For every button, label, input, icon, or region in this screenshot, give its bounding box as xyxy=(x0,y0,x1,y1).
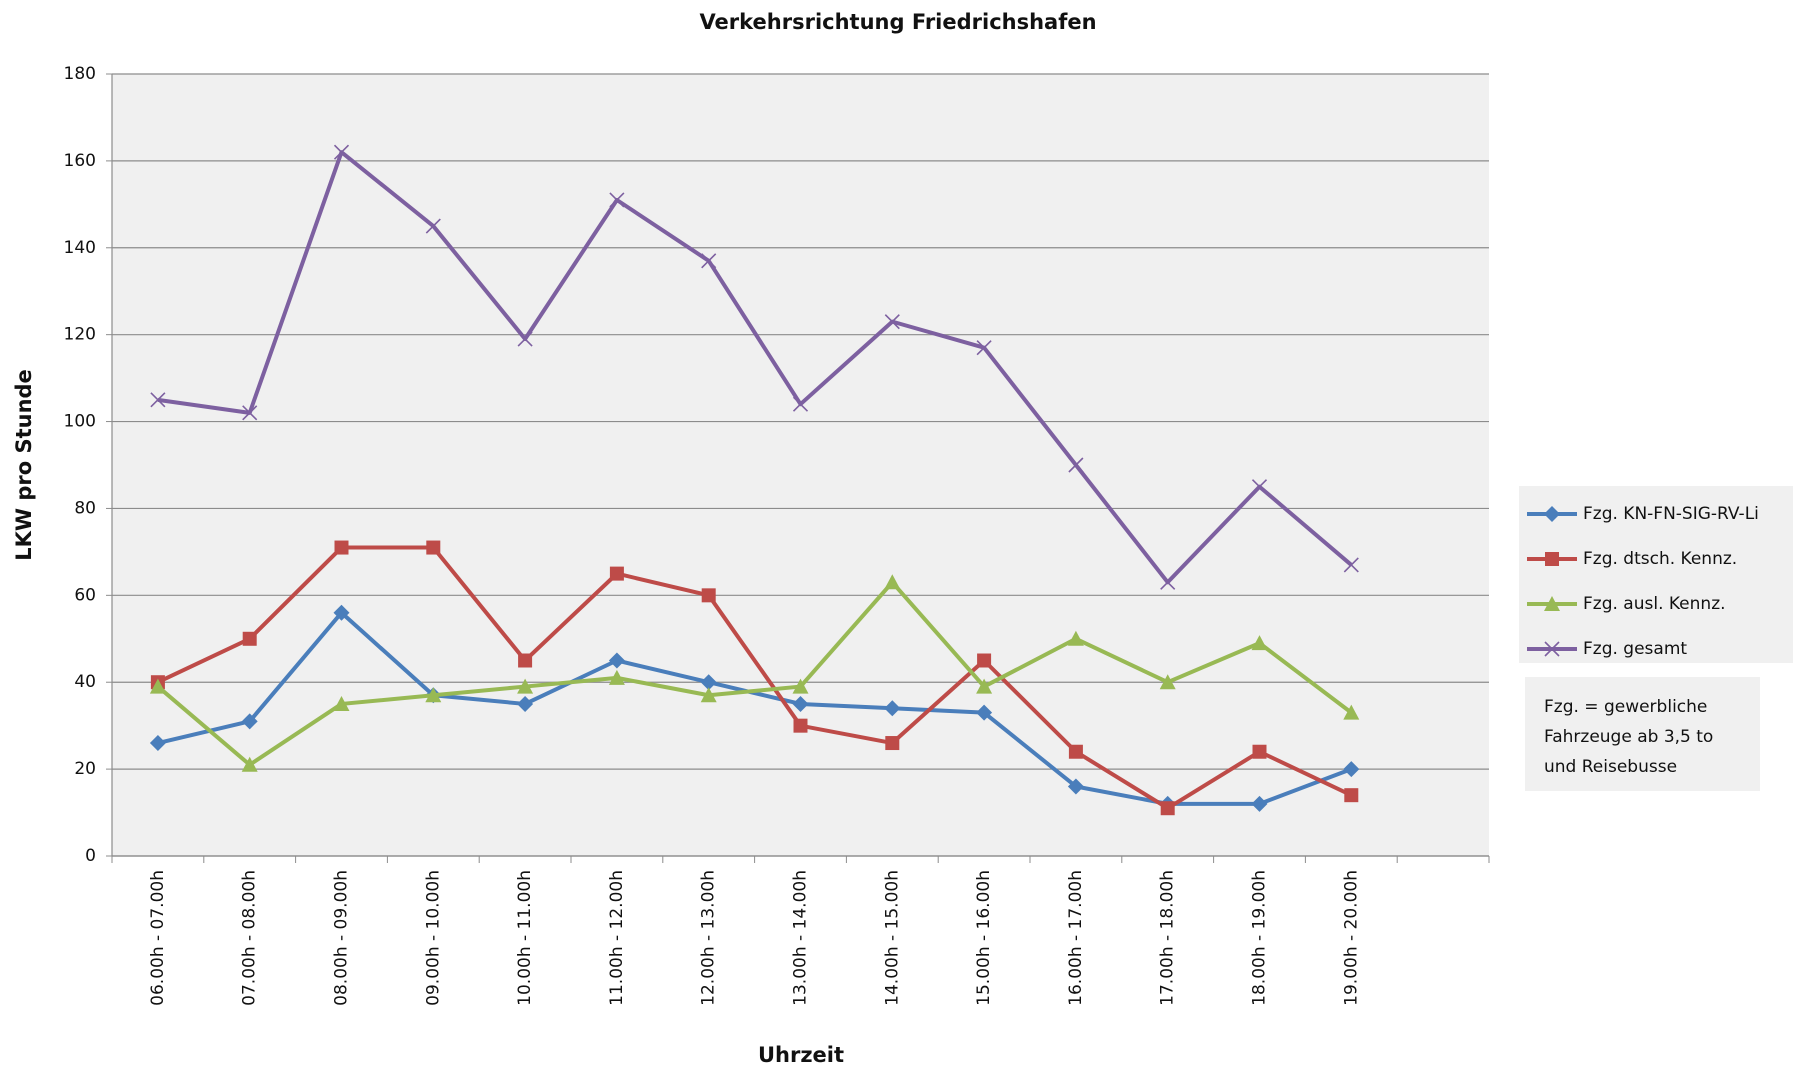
legend-label: Fzg. KN-FN-SIG-RV-Li xyxy=(1583,504,1759,524)
data-point xyxy=(1251,635,1268,651)
series-line xyxy=(157,545,1353,811)
data-point xyxy=(1343,704,1360,720)
x-tick-label: 19.00h - 20.00h xyxy=(1341,870,1361,1006)
x-tick-label: 17.00h - 18.00h xyxy=(1158,870,1178,1006)
data-point xyxy=(977,653,992,668)
data-point xyxy=(885,736,900,751)
data-point xyxy=(150,392,166,408)
note-text: Fahrzeuge ab 3,5 to xyxy=(1544,727,1713,747)
data-point xyxy=(701,588,716,603)
x-axis-label: Uhrzeit xyxy=(758,1043,844,1067)
series-line xyxy=(157,150,1353,585)
plot-area xyxy=(112,74,1489,856)
data-point xyxy=(242,405,258,421)
x-tick-label: 07.00h - 08.00h xyxy=(240,870,260,1006)
y-tick-label: 40 xyxy=(74,672,96,692)
y-tick-label: 20 xyxy=(74,759,96,779)
data-point xyxy=(1159,674,1176,690)
data-point xyxy=(976,340,992,356)
data-point xyxy=(333,604,350,621)
data-point xyxy=(334,540,349,555)
data-point xyxy=(609,192,625,208)
legend-marker xyxy=(1544,506,1560,522)
x-tick-label: 11.00h - 12.00h xyxy=(607,870,627,1006)
data-point xyxy=(1343,557,1359,573)
data-point xyxy=(608,652,625,669)
legend-marker xyxy=(1544,641,1560,657)
data-point xyxy=(700,674,717,691)
legend-label: Fzg. gesamt xyxy=(1583,639,1687,659)
data-point xyxy=(793,718,808,733)
data-point xyxy=(517,331,533,347)
note-text: und Reisebusse xyxy=(1544,757,1677,777)
x-tick-label: 10.00h - 11.00h xyxy=(515,870,535,1006)
data-point xyxy=(1067,778,1084,795)
x-tick-label: 06.00h - 07.00h xyxy=(148,870,168,1006)
data-point xyxy=(608,669,625,685)
x-tick-label: 13.00h - 14.00h xyxy=(791,870,811,1006)
data-point xyxy=(609,566,624,581)
data-point xyxy=(1344,788,1359,803)
data-point xyxy=(1160,574,1176,590)
data-point xyxy=(884,314,900,330)
data-point xyxy=(1160,801,1175,816)
chart-title: Verkehrsrichtung Friedrichshafen xyxy=(699,10,1096,34)
series-line xyxy=(156,580,1353,767)
data-point xyxy=(700,687,717,703)
data-point xyxy=(242,631,257,646)
data-point xyxy=(1068,744,1083,759)
y-tick-label: 160 xyxy=(64,151,96,171)
data-point xyxy=(241,756,258,772)
data-point xyxy=(149,735,166,752)
data-point xyxy=(1252,744,1267,759)
data-point xyxy=(1251,795,1268,812)
y-tick-label: 140 xyxy=(64,238,96,258)
data-point xyxy=(884,574,901,590)
data-point xyxy=(792,678,809,694)
data-point xyxy=(425,687,442,703)
x-tick-label: 12.00h - 13.00h xyxy=(699,870,719,1006)
x-tick-label: 08.00h - 09.00h xyxy=(332,870,352,1006)
y-axis-label: LKW pro Stunde xyxy=(12,369,36,561)
data-point xyxy=(1343,761,1360,778)
data-point xyxy=(425,218,441,234)
x-tick-label: 15.00h - 16.00h xyxy=(974,870,994,1006)
y-tick-label: 80 xyxy=(74,498,96,518)
legend-marker xyxy=(1545,552,1559,566)
x-tick-label: 09.00h - 10.00h xyxy=(423,870,443,1006)
x-tick-label: 14.00h - 15.00h xyxy=(882,870,902,1006)
y-tick-label: 180 xyxy=(64,64,96,84)
x-tick-label: 16.00h - 17.00h xyxy=(1066,870,1086,1006)
data-point xyxy=(333,144,350,160)
data-point xyxy=(792,396,809,412)
legend-label: Fzg. dtsch. Kennz. xyxy=(1583,549,1737,569)
data-point xyxy=(976,678,993,694)
data-point xyxy=(517,695,534,712)
data-point xyxy=(792,695,809,712)
data-point xyxy=(884,700,901,717)
y-tick-label: 100 xyxy=(64,412,96,432)
data-point xyxy=(518,653,533,668)
data-point xyxy=(701,253,717,269)
data-point xyxy=(517,678,534,694)
y-tick-label: 120 xyxy=(64,325,96,345)
data-point xyxy=(333,695,350,711)
y-tick-label: 60 xyxy=(74,585,96,605)
legend-marker xyxy=(1544,596,1560,611)
y-tick-label: 0 xyxy=(85,846,96,866)
note-text: Fzg. = gewerbliche xyxy=(1544,697,1707,717)
data-point xyxy=(1068,457,1084,473)
x-tick-label: 18.00h - 19.00h xyxy=(1250,870,1270,1006)
data-point xyxy=(1067,630,1084,646)
data-point xyxy=(976,704,993,721)
data-point xyxy=(426,540,441,555)
data-point xyxy=(149,678,166,694)
legend-label: Fzg. ausl. Kennz. xyxy=(1583,594,1726,614)
note-box xyxy=(1525,677,1760,791)
data-point xyxy=(1251,479,1268,495)
data-point xyxy=(241,713,258,730)
